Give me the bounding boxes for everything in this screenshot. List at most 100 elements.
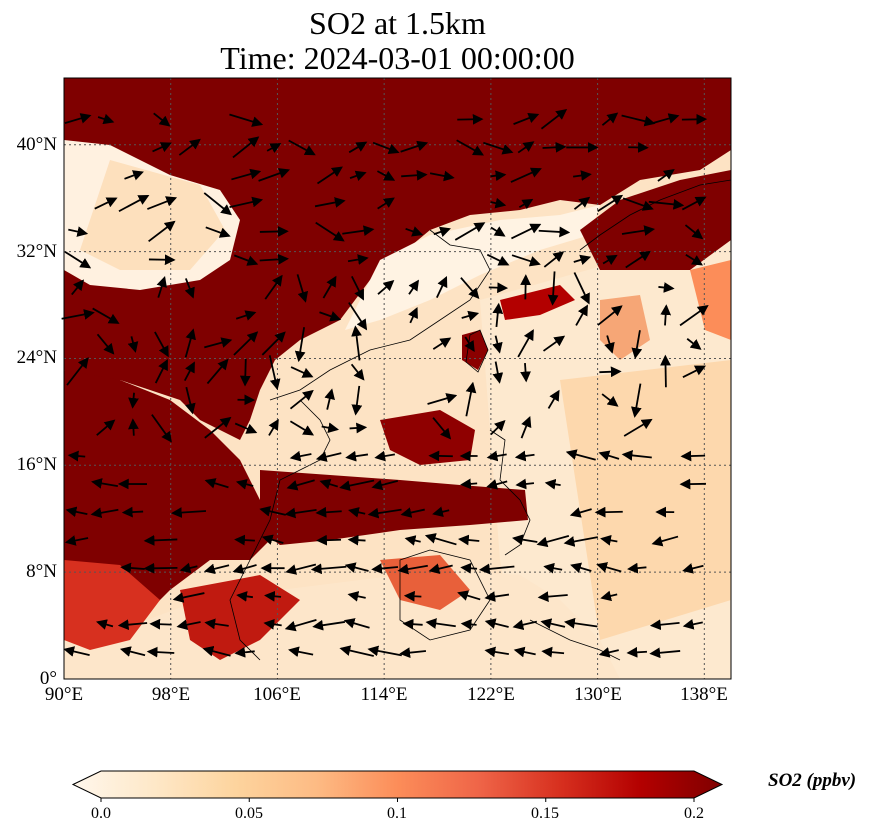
wind-arrow <box>625 250 652 269</box>
wind-arrow <box>658 282 675 293</box>
wind-arrow <box>376 170 396 181</box>
wind-arrow <box>284 507 317 519</box>
colorbar <box>71 770 724 802</box>
wind-arrow <box>492 361 504 384</box>
wind-arrow <box>229 196 264 209</box>
wind-arrow <box>289 420 315 436</box>
lon-tick-90: 90°E <box>44 684 84 705</box>
wind-arrow <box>408 306 418 324</box>
coastline-philippines <box>489 429 531 556</box>
wind-arrow <box>570 562 592 574</box>
wind-vectors <box>61 108 709 659</box>
wind-arrow <box>492 335 503 354</box>
wind-arrow <box>235 479 254 490</box>
wind-arrow <box>457 534 480 546</box>
wind-arrow <box>178 138 201 156</box>
wind-arrow <box>478 563 515 575</box>
wind-arrow <box>154 358 168 384</box>
wind-arrow <box>96 619 114 630</box>
wind-arrow <box>183 361 195 382</box>
wind-arrow <box>686 338 702 350</box>
wind-arrow <box>377 197 395 210</box>
wind-arrow <box>343 618 370 629</box>
wind-arrow <box>401 169 428 181</box>
wind-arrow <box>544 478 561 490</box>
wind-arrow <box>408 279 419 295</box>
so2-map <box>61 77 732 680</box>
wind-arrow <box>511 223 542 240</box>
wind-arrow <box>296 274 309 303</box>
wind-arrow <box>573 196 591 210</box>
wind-arrow <box>350 363 365 381</box>
wind-arrow <box>399 647 427 659</box>
wind-arrow <box>143 534 178 546</box>
wind-arrow <box>367 507 402 519</box>
wind-arrow <box>233 331 259 356</box>
wind-arrow <box>171 507 207 518</box>
lon-tick-98: 98°E <box>151 684 191 705</box>
lat-tick-24: 24°N <box>16 347 57 368</box>
wind-arrow <box>541 646 565 658</box>
wind-arrow <box>351 275 364 301</box>
wind-arrow <box>518 198 534 210</box>
wind-arrow <box>345 450 369 462</box>
wind-arrow <box>600 534 618 546</box>
wind-arrow <box>184 328 196 358</box>
wind-arrow <box>514 450 535 462</box>
wind-arrow <box>460 562 478 574</box>
wind-arrow <box>540 618 566 629</box>
wind-arrow <box>68 226 89 237</box>
wind-arrow <box>602 254 618 265</box>
wind-arrow <box>486 479 508 490</box>
wind-arrow <box>490 197 507 209</box>
wind-arrow <box>594 506 623 518</box>
wind-arrow <box>234 422 258 434</box>
wind-arrow <box>649 619 680 631</box>
wind-arrow <box>204 618 229 630</box>
wind-arrow <box>543 251 565 268</box>
wind-arrow <box>96 333 115 355</box>
wind-arrow <box>456 139 485 156</box>
wind-arrow <box>314 197 346 208</box>
wind-arrow <box>124 170 144 181</box>
colorbar-tick-0: 0.0 <box>91 805 111 822</box>
map-title: SO2 at 1.5km <box>309 5 486 41</box>
wind-arrow <box>626 646 648 658</box>
lat-tick-8: 8°N <box>26 561 57 582</box>
lat-tick-16: 16°N <box>16 454 57 475</box>
wind-arrow <box>377 279 395 295</box>
wind-arrow <box>206 358 229 385</box>
wind-arrow <box>310 563 347 575</box>
wind-arrow <box>266 143 282 154</box>
wind-arrow <box>289 389 314 410</box>
wind-arrow <box>374 450 396 462</box>
wind-arrow <box>648 198 685 210</box>
wind-arrow <box>510 167 542 183</box>
wind-arrow <box>90 507 119 519</box>
wind-arrow <box>397 563 428 575</box>
wind-arrow <box>151 414 172 443</box>
wind-arrow <box>598 647 619 658</box>
wind-arrow <box>601 112 619 126</box>
wind-arrow <box>239 358 251 387</box>
field-mid-andaman <box>64 560 160 650</box>
wind-arrow <box>486 253 510 266</box>
wind-arrow <box>511 254 541 267</box>
colorbar-tick-005: 0.05 <box>235 805 263 822</box>
wind-arrow <box>204 416 232 439</box>
wind-arrow <box>600 590 618 602</box>
field-high-north <box>64 78 731 440</box>
lon-tick-122: 122°E <box>467 684 515 705</box>
wind-arrow <box>71 279 85 296</box>
wind-arrow <box>349 170 367 181</box>
wind-arrow <box>65 506 88 518</box>
wind-arrow <box>543 562 563 574</box>
wind-arrow <box>547 389 560 409</box>
wind-arrow <box>127 336 139 353</box>
wind-arrow <box>367 645 402 657</box>
wind-arrow <box>64 113 92 124</box>
wind-arrow <box>404 535 421 546</box>
wind-arrow <box>651 535 679 547</box>
field-high-japan <box>580 170 731 270</box>
wind-arrow <box>542 141 567 153</box>
